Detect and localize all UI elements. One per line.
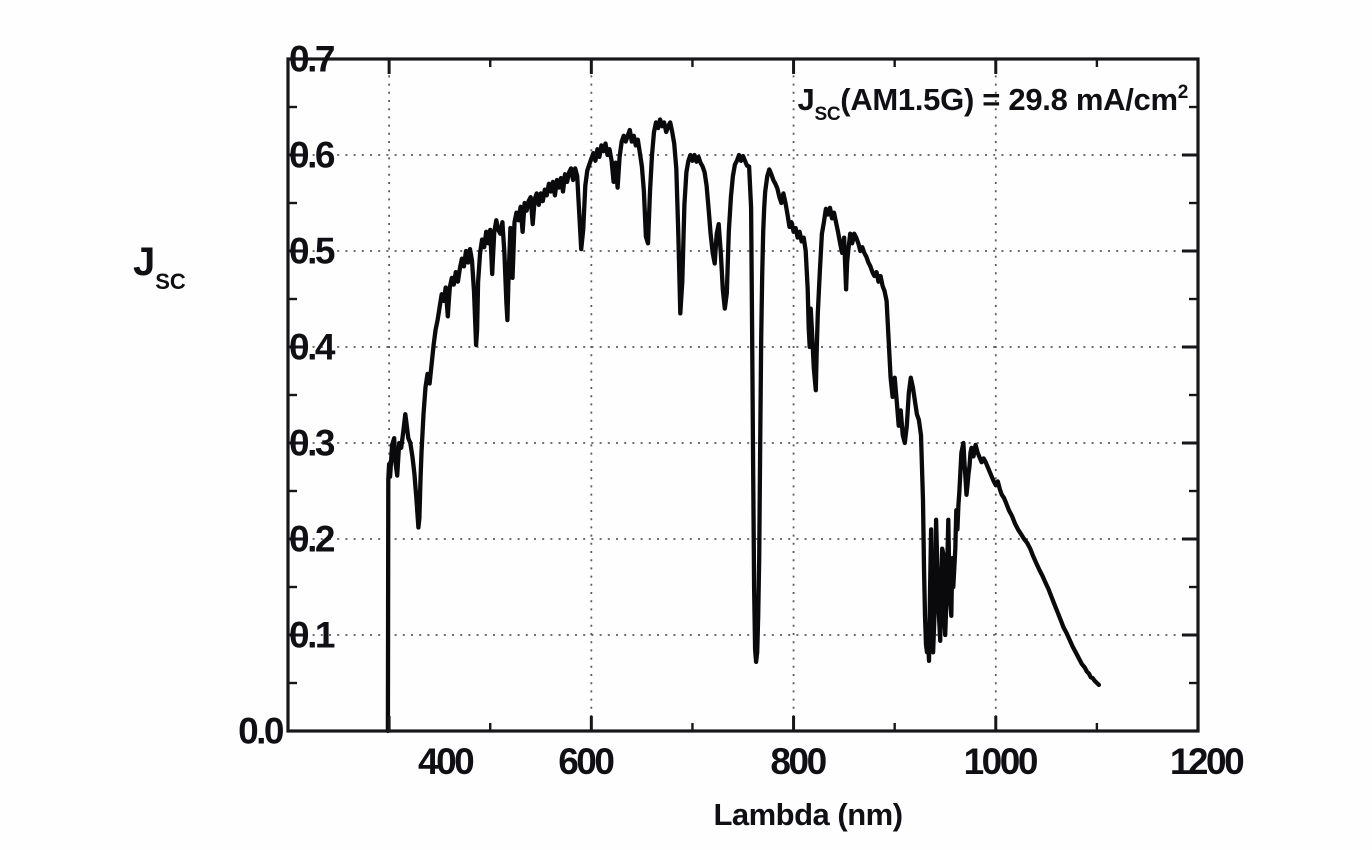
y-tick-label-0.5: 0.5 [289, 230, 335, 272]
y-axis-title-main: J [133, 240, 156, 284]
x-tick-label-600: 600 [558, 741, 615, 782]
plot-frame [286, 57, 1200, 733]
x-tick-label-1200: 1200 [1169, 741, 1245, 782]
annotation-mid: (AM1.5G) = 29.8 mA/cm [840, 82, 1178, 117]
x-tick-label-400: 400 [417, 741, 475, 782]
y-axis-title-sub: SC [155, 269, 186, 294]
spectral-response-curve [385, 117, 1102, 734]
annotation-sup: 2 [1177, 82, 1189, 103]
x-tick-label-800: 800 [770, 741, 827, 782]
x-axis-title: Lambda (nm) [713, 797, 903, 832]
annotation-j: J [797, 82, 815, 117]
y-tick-label-0.1: 0.1 [289, 614, 335, 656]
y-tick-label-0.3: 0.3 [289, 422, 335, 464]
x-tick-label-1000: 1000 [963, 741, 1039, 782]
y-axis-title: JSC [133, 240, 186, 295]
y-tick-label-0.7: 0.7 [289, 38, 335, 80]
annotation-sub: SC [814, 104, 841, 125]
y-tick-label-0.6: 0.6 [289, 134, 335, 176]
y-tick-label-0.2: 0.2 [289, 518, 335, 560]
y-tick-label-0.0: 0.0 [238, 710, 284, 752]
y-tick-label-0.4: 0.4 [289, 326, 335, 368]
jsc-annotation: JSC(AM1.5G) = 29.8 mA/cm2 [797, 82, 1189, 126]
